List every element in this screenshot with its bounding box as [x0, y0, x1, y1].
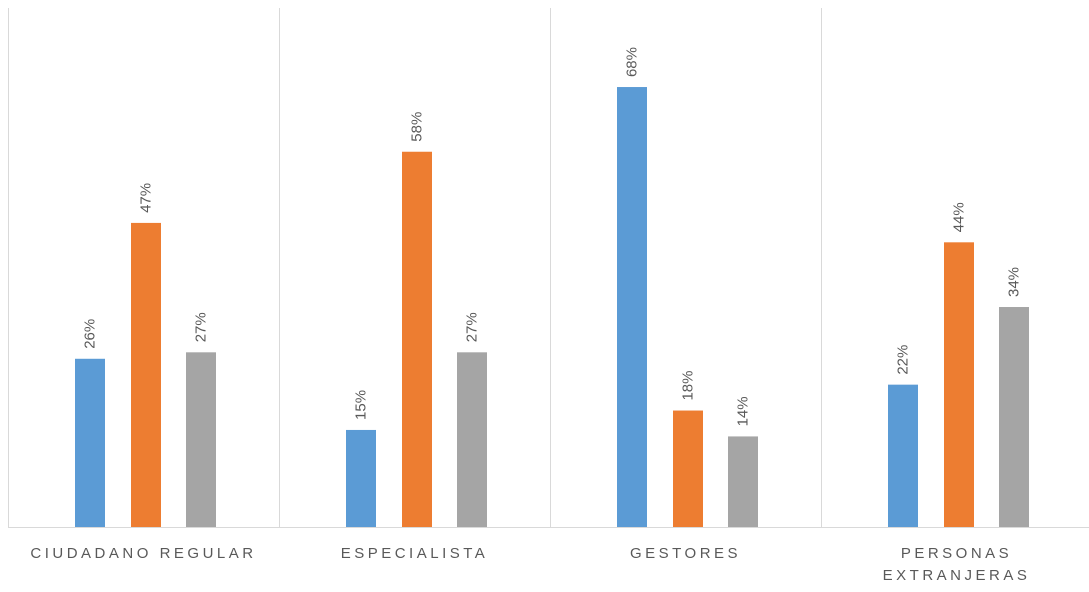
category-label: CIUDADANO REGULAR [8, 543, 279, 565]
category-label-line: GESTORES [629, 545, 742, 562]
category-label-line: CIUDADANO REGULAR [30, 545, 257, 562]
data-label: 44% [951, 202, 968, 232]
bar [75, 358, 105, 527]
data-label: 58% [409, 112, 426, 142]
category-label-line: ESPECIALISTA [340, 545, 489, 562]
data-label: 47% [138, 183, 155, 213]
bar [999, 307, 1029, 527]
bar [888, 384, 918, 527]
category-label-line: PERSONAS [900, 545, 1013, 562]
bar [944, 242, 974, 527]
bar [402, 151, 432, 528]
data-label: 15% [353, 390, 370, 420]
category-label: ESPECIALISTA [279, 543, 550, 565]
data-label: 68% [624, 47, 641, 77]
category-label: GESTORES [550, 543, 821, 565]
category-label-line: EXTRANJERAS [882, 567, 1031, 584]
bar [346, 429, 376, 527]
data-label: 27% [464, 312, 481, 342]
data-label: 22% [895, 345, 912, 375]
data-label: 14% [735, 396, 752, 426]
data-label: 27% [193, 312, 210, 342]
bar [617, 87, 647, 527]
bar [728, 436, 758, 527]
bar [457, 352, 487, 527]
category-label: PERSONAS EXTRANJERAS [821, 543, 1089, 587]
bar [673, 410, 703, 527]
bar [131, 222, 161, 527]
bar [186, 352, 216, 527]
data-label: 18% [680, 371, 697, 401]
data-label: 34% [1006, 267, 1023, 297]
data-label: 26% [82, 319, 99, 349]
